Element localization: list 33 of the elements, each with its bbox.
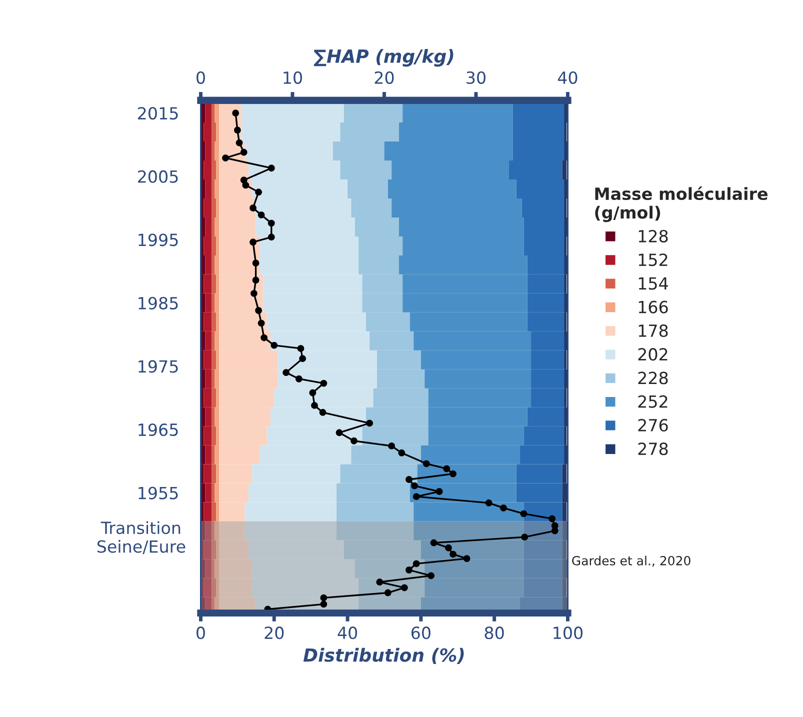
y-tick-label: 1965 [138, 423, 178, 436]
x2-tick-label: 10 [284, 71, 302, 84]
x-tick-label: 60 [411, 626, 430, 640]
x2-tick-label: 0 [196, 71, 205, 84]
x-tick-label: 0 [196, 626, 205, 640]
band-label: Transition Seine/Eure [97, 521, 186, 554]
legend-title: Masse moléculaire (g/mol) [595, 186, 768, 222]
legend-label: 166 [638, 300, 668, 314]
y-tick-label: 1985 [138, 296, 178, 310]
legend-label: 228 [638, 372, 668, 384]
y-tick-label: 1995 [138, 234, 178, 246]
legend-label: 278 [638, 442, 668, 456]
x2-tick-label: 30 [466, 71, 486, 84]
x-tick-label: 80 [484, 626, 504, 640]
legend-label: 202 [638, 348, 668, 361]
x2-tick-label: 40 [558, 71, 578, 84]
x2-tick-label: 20 [374, 71, 394, 84]
legend-label: 276 [638, 418, 668, 432]
x-tick-label: 100 [554, 626, 583, 640]
x-tick-label: 40 [338, 626, 358, 640]
y-tick-label: 1955 [138, 486, 178, 500]
y-tick-label: 2015 [138, 107, 178, 120]
legend-label: 154 [638, 277, 668, 290]
x2-axis-title: ∑HAP (mg/kg) [314, 49, 454, 67]
y-tick-label: 1975 [138, 360, 178, 373]
text: Gardes et al., 2020 [572, 556, 690, 567]
legend-label: 178 [638, 324, 668, 337]
legend-label: 252 [638, 395, 668, 408]
x-tick-label: 20 [264, 626, 284, 640]
y-tick-label: 2005 [138, 170, 178, 183]
legend-label: 152 [638, 254, 668, 266]
legend-label: 128 [638, 230, 668, 242]
x-axis-title: Distribution (%) [303, 648, 464, 664]
